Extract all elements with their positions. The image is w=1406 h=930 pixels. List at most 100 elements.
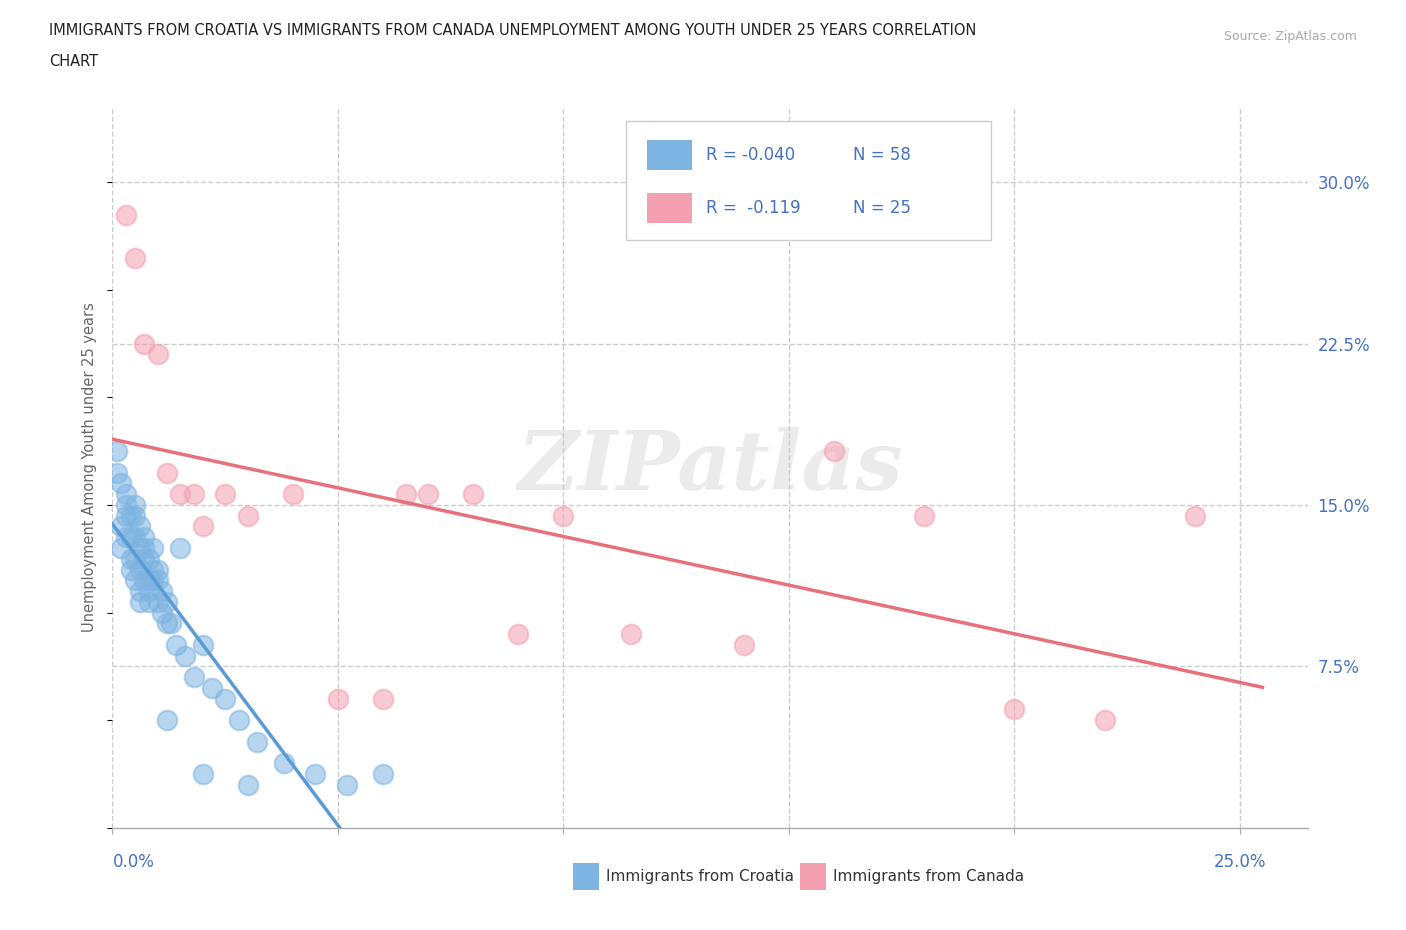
Point <box>124 250 146 265</box>
Point <box>120 530 142 545</box>
Point <box>326 691 349 706</box>
Point <box>1004 702 1026 717</box>
Point <box>150 584 173 599</box>
Point <box>1094 712 1116 727</box>
Point <box>138 584 160 599</box>
Point <box>371 691 394 706</box>
Point <box>246 734 269 749</box>
Point <box>132 551 155 566</box>
Point <box>146 347 169 362</box>
Point <box>146 562 169 577</box>
Point <box>128 540 150 555</box>
Point <box>463 486 485 501</box>
Point <box>124 530 146 545</box>
Point <box>132 540 155 555</box>
Point <box>394 486 416 501</box>
Point <box>120 562 142 577</box>
Point <box>142 540 165 555</box>
Point <box>138 594 160 609</box>
Point <box>115 530 138 545</box>
Point <box>110 540 132 555</box>
Point <box>183 486 205 501</box>
Point <box>733 637 755 652</box>
Point <box>273 756 295 771</box>
Point <box>124 509 146 524</box>
Point <box>155 712 177 727</box>
Point <box>128 519 150 534</box>
Point <box>128 594 150 609</box>
Point <box>124 573 146 588</box>
Point <box>142 562 165 577</box>
Point <box>508 627 530 642</box>
Text: CHART: CHART <box>49 54 98 69</box>
Point <box>132 336 155 351</box>
Point <box>912 509 935 524</box>
Point <box>142 573 165 588</box>
Point <box>418 486 440 501</box>
Point <box>201 681 224 696</box>
Point <box>115 486 138 501</box>
Text: Immigrants from Canada: Immigrants from Canada <box>834 870 1024 884</box>
Text: N = 58: N = 58 <box>853 146 911 165</box>
Point <box>281 486 304 501</box>
Text: 25.0%: 25.0% <box>1213 853 1267 870</box>
Point <box>823 444 845 458</box>
Point <box>304 766 326 781</box>
Text: IMMIGRANTS FROM CROATIA VS IMMIGRANTS FROM CANADA UNEMPLOYMENT AMONG YOUTH UNDER: IMMIGRANTS FROM CROATIA VS IMMIGRANTS FR… <box>49 23 977 38</box>
FancyBboxPatch shape <box>800 863 825 890</box>
FancyBboxPatch shape <box>572 863 599 890</box>
Point <box>120 509 142 524</box>
Point <box>105 465 128 480</box>
FancyBboxPatch shape <box>647 140 692 170</box>
Point <box>115 207 138 222</box>
Point <box>128 584 150 599</box>
Point <box>165 637 187 652</box>
Point <box>110 519 132 534</box>
Point <box>155 594 177 609</box>
Point <box>236 777 259 792</box>
Point <box>124 551 146 566</box>
Point <box>132 573 155 588</box>
Point <box>236 509 259 524</box>
Point <box>110 476 132 491</box>
Point <box>214 691 236 706</box>
FancyBboxPatch shape <box>627 122 991 240</box>
Point <box>371 766 394 781</box>
Point <box>228 712 250 727</box>
Point <box>138 551 160 566</box>
Point <box>150 605 173 620</box>
FancyBboxPatch shape <box>647 193 692 223</box>
Point <box>214 486 236 501</box>
Text: R =  -0.119: R = -0.119 <box>706 199 801 217</box>
Point <box>105 444 128 458</box>
Point <box>115 509 138 524</box>
Point <box>132 530 155 545</box>
Point <box>120 551 142 566</box>
Point <box>191 519 214 534</box>
Point <box>1184 509 1206 524</box>
Point <box>191 637 214 652</box>
Point <box>128 562 150 577</box>
Point <box>146 594 169 609</box>
Point <box>160 616 183 631</box>
Text: 0.0%: 0.0% <box>112 853 155 870</box>
Point <box>336 777 359 792</box>
Point <box>155 616 177 631</box>
Text: R = -0.040: R = -0.040 <box>706 146 796 165</box>
Point <box>191 766 214 781</box>
Point <box>169 486 191 501</box>
Point <box>138 573 160 588</box>
Point <box>173 648 195 663</box>
Text: N = 25: N = 25 <box>853 199 911 217</box>
Point <box>169 540 191 555</box>
Point <box>115 498 138 512</box>
Text: Immigrants from Croatia: Immigrants from Croatia <box>606 870 794 884</box>
Point <box>183 670 205 684</box>
Point <box>620 627 643 642</box>
Point <box>155 465 177 480</box>
Text: ZIPatlas: ZIPatlas <box>517 427 903 508</box>
Point <box>124 498 146 512</box>
Text: Source: ZipAtlas.com: Source: ZipAtlas.com <box>1223 30 1357 43</box>
Y-axis label: Unemployment Among Youth under 25 years: Unemployment Among Youth under 25 years <box>82 302 97 632</box>
Point <box>146 573 169 588</box>
